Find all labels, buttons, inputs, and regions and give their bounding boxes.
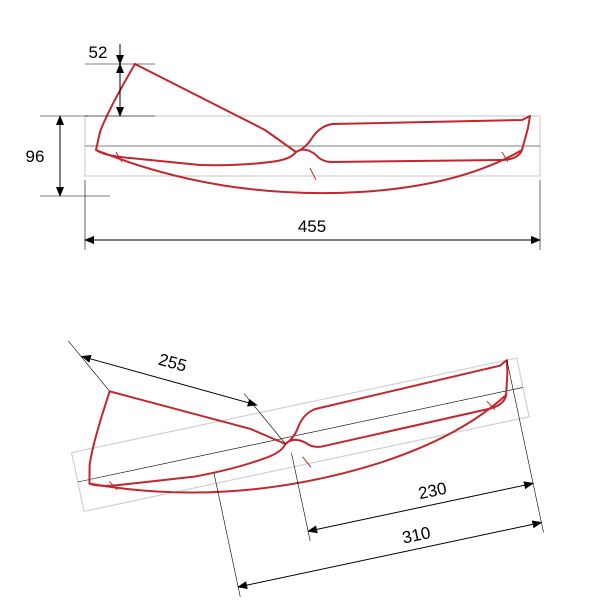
bottom-view: 255 230 310 (49, 250, 554, 600)
dim-455: 455 (85, 180, 540, 250)
label-230: 230 (417, 479, 449, 503)
top-view: 52 96 455 (26, 43, 540, 250)
label-455: 455 (298, 217, 326, 236)
label-52: 52 (89, 43, 108, 62)
label-255: 255 (156, 350, 188, 376)
dim-52: 52 (85, 43, 155, 116)
label-96: 96 (26, 147, 45, 166)
label-310: 310 (400, 523, 432, 547)
